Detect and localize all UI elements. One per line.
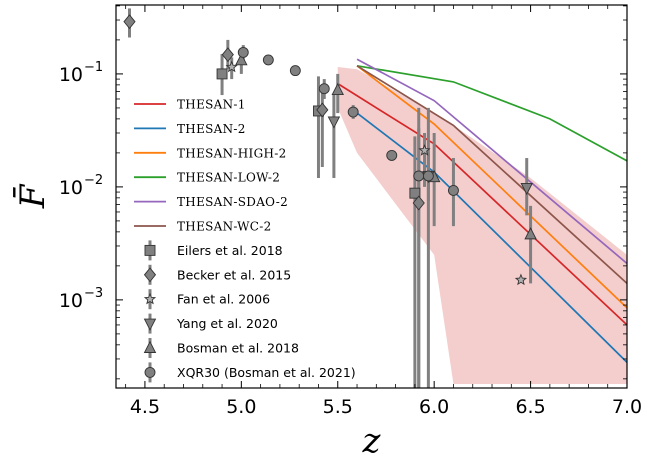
legend-label-eilers-et-al-2018: Eilers et al. 2018	[177, 243, 283, 258]
marker-xqr30-bosman-et-al-2021	[413, 170, 425, 182]
series-line-thesan-low-2	[356, 64, 627, 162]
marker-eilers-et-al-2018	[216, 68, 228, 80]
legend-label-yang-et-al-2020: Yang et al. 2020	[176, 316, 278, 331]
series-line-thesan-high-2	[356, 65, 627, 309]
marker-xqr30-bosman-et-al-2021	[318, 83, 330, 95]
legend-label-fan-et-al-2006: Fan et al. 2006	[177, 292, 270, 307]
marker-bosman-et-al-2018	[331, 82, 344, 95]
legend-marker-bosman-et-al-2018	[143, 340, 157, 353]
legend-marker-yang-et-al-2020	[143, 318, 157, 331]
legend-label-becker-et-al-2015: Becker et al. 2015	[177, 267, 291, 282]
x-tick-label: 5.0	[226, 396, 256, 418]
legend-marker-becker-et-al-2015	[143, 267, 157, 283]
legend-marker-xqr30-bosman-et-al-2021	[144, 366, 156, 378]
legend-label-bosman-et-al-2018: Bosman et al. 2018	[177, 341, 299, 356]
marker-xqr30-bosman-et-al-2021	[448, 185, 459, 196]
marker-xqr30-bosman-et-al-2021	[237, 46, 249, 58]
x-tick-label: 4.5	[130, 396, 160, 418]
legend-label-xqr30-bosman-et-al-2021: XQR30 (Bosman et al. 2021)	[177, 365, 356, 380]
marker-becker-et-al-2015	[316, 102, 329, 118]
model-uncertainty-band	[337, 67, 627, 385]
x-tick-label: 7.0	[612, 396, 642, 418]
marker-fan-et-al-2006	[225, 60, 238, 73]
marker-fan-et-al-2006	[514, 273, 528, 286]
x-tick-label: 6.5	[515, 396, 545, 418]
legend-label-thesan-1: THESAN-1	[177, 98, 246, 112]
y-axis-title: F̄	[12, 183, 53, 209]
legend-label-thesan-2: THESAN-2	[177, 122, 246, 136]
marker-yang-et-al-2020	[327, 116, 341, 129]
marker-fan-et-al-2006	[418, 144, 431, 156]
marker-xqr30-bosman-et-al-2021	[386, 149, 398, 161]
legend-label-thesan-high-2: THESAN-HIGH-2	[177, 146, 287, 160]
marker-xqr30-bosman-et-al-2021	[262, 54, 274, 66]
marker-bosman-et-al-2018	[524, 227, 537, 240]
y-tick-exponent: −1	[84, 60, 103, 75]
marker-xqr30-bosman-et-al-2021	[289, 65, 301, 77]
plot-frame	[115, 4, 628, 389]
y-tick-exponent: −3	[84, 286, 103, 301]
legend-label-thesan-low-2: THESAN-LOW-2	[177, 171, 280, 185]
y-tick-label: 10	[59, 64, 83, 86]
legend-marker-eilers-et-al-2018	[144, 244, 156, 256]
y-tick-label: 10	[59, 177, 83, 199]
legend-label-thesan-wc-2: THESAN-WC-2	[177, 220, 272, 234]
marker-yang-et-al-2020	[520, 182, 533, 196]
legend-marker-fan-et-al-2006	[143, 292, 157, 305]
series-line-thesan-wc-2	[356, 65, 627, 284]
marker-xqr30-bosman-et-al-2021	[422, 170, 434, 182]
marker-xqr30-bosman-et-al-2021	[347, 106, 359, 118]
x-tick-label: 6.0	[419, 396, 449, 418]
y-tick-exponent: −2	[84, 173, 103, 188]
marker-becker-et-al-2015	[123, 14, 136, 30]
y-tick-label: 10	[59, 290, 83, 312]
x-tick-label: 5.5	[323, 396, 353, 418]
marker-becker-et-al-2015	[412, 195, 425, 211]
series-line-thesan-sdao-2	[356, 58, 627, 265]
marker-eilers-et-al-2018	[409, 187, 421, 199]
legend-label-thesan-sdao-2: THESAN-SDAO-2	[177, 195, 288, 209]
x-axis-title: z	[362, 421, 382, 458]
marker-bosman-et-al-2018	[235, 53, 248, 66]
marker-becker-et-al-2015	[221, 47, 234, 63]
